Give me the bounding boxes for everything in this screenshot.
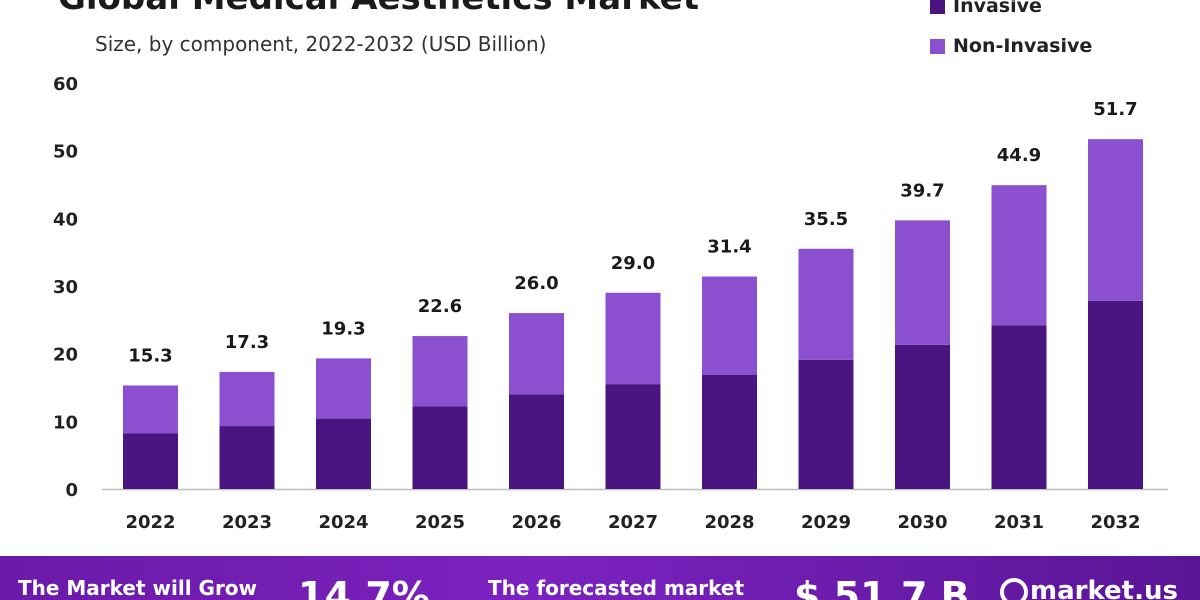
y-tick-label: 50 [53, 142, 78, 163]
bar-total-label: 39.7 [900, 180, 944, 201]
bar-chart: 010203040506015.3202217.3202319.3202422.… [53, 74, 1168, 533]
legend-item-invasive: Invasive [930, 0, 1092, 26]
bar-invasive [509, 394, 564, 489]
x-tick-label: 2032 [1090, 512, 1140, 533]
bar-total-label: 19.3 [321, 318, 365, 339]
bar-non-invasive [219, 371, 275, 427]
bar-non-invasive [702, 276, 757, 375]
legend-label-non-invasive: Non-Invasive [953, 35, 1093, 57]
x-tick-label: 2027 [608, 512, 658, 533]
y-tick-label: 30 [53, 277, 78, 298]
x-tick-label: 2029 [801, 512, 851, 533]
bar-non-invasive [895, 220, 950, 345]
footer-banner: The Market will Grow 14.7% The forecaste… [0, 556, 1200, 600]
y-tick-label: 10 [53, 412, 78, 433]
y-tick-label: 20 [53, 345, 78, 366]
bar-invasive [123, 433, 178, 489]
legend-swatch-non-invasive [930, 38, 945, 54]
x-tick-label: 2031 [994, 512, 1044, 533]
chart-subtitle: Size, by component, 2022-2032 (USD Billi… [95, 32, 547, 56]
x-tick-label: 2026 [511, 512, 561, 533]
legend-item-non-invasive: Non-Invasive [930, 26, 1092, 66]
x-tick-label: 2025 [415, 512, 465, 533]
x-tick-label: 2024 [318, 512, 368, 533]
legend: Invasive Non-Invasive [930, 0, 1092, 66]
bar-total-label: 15.3 [128, 345, 172, 366]
footer-brand: market.us [1030, 576, 1178, 600]
bar-invasive [219, 426, 275, 489]
x-tick-label: 2022 [125, 512, 175, 533]
bar-total-label: 29.0 [611, 253, 655, 274]
bar-non-invasive [605, 292, 661, 385]
bar-total-label: 17.3 [225, 332, 269, 353]
bar-invasive [412, 406, 468, 489]
bar-non-invasive [798, 248, 854, 360]
footer-cagr-value: 14.7% [298, 574, 430, 600]
y-tick-label: 40 [53, 209, 78, 230]
x-tick-label: 2023 [222, 512, 272, 533]
bar-invasive [702, 374, 757, 489]
bar-non-invasive [316, 358, 371, 419]
bar-total-label: 44.9 [997, 145, 1041, 166]
x-tick-label: 2028 [704, 512, 754, 533]
bar-invasive [605, 384, 661, 489]
x-tick-label: 2030 [897, 512, 947, 533]
bar-invasive [316, 418, 371, 489]
y-tick-label: 0 [65, 480, 78, 501]
chart-title: Global Medical Aesthetics Market [58, 0, 699, 18]
bar-invasive [895, 344, 950, 489]
bar-non-invasive [412, 336, 468, 407]
bar-total-label: 22.6 [418, 296, 462, 317]
bar-total-label: 31.4 [707, 237, 751, 258]
bar-invasive [991, 325, 1047, 489]
bar-non-invasive [509, 313, 564, 395]
footer-grow-text: The Market will Grow [18, 576, 258, 600]
bar-invasive [798, 359, 854, 489]
bar-total-label: 35.5 [804, 209, 848, 230]
brand-logo-icon [1000, 578, 1028, 600]
bar-non-invasive [123, 385, 178, 434]
bar-total-label: 51.7 [1093, 99, 1137, 120]
bar-invasive [1088, 300, 1143, 489]
footer-forecast-value: $ 51.7 B [794, 574, 970, 600]
legend-swatch-invasive [930, 0, 945, 14]
legend-label-invasive: Invasive [953, 0, 1042, 17]
bar-non-invasive [991, 185, 1047, 326]
footer-forecast-text: The forecasted market [488, 576, 745, 600]
bar-total-label: 26.0 [514, 273, 558, 294]
y-tick-label: 60 [53, 74, 78, 95]
bar-non-invasive [1088, 139, 1143, 301]
